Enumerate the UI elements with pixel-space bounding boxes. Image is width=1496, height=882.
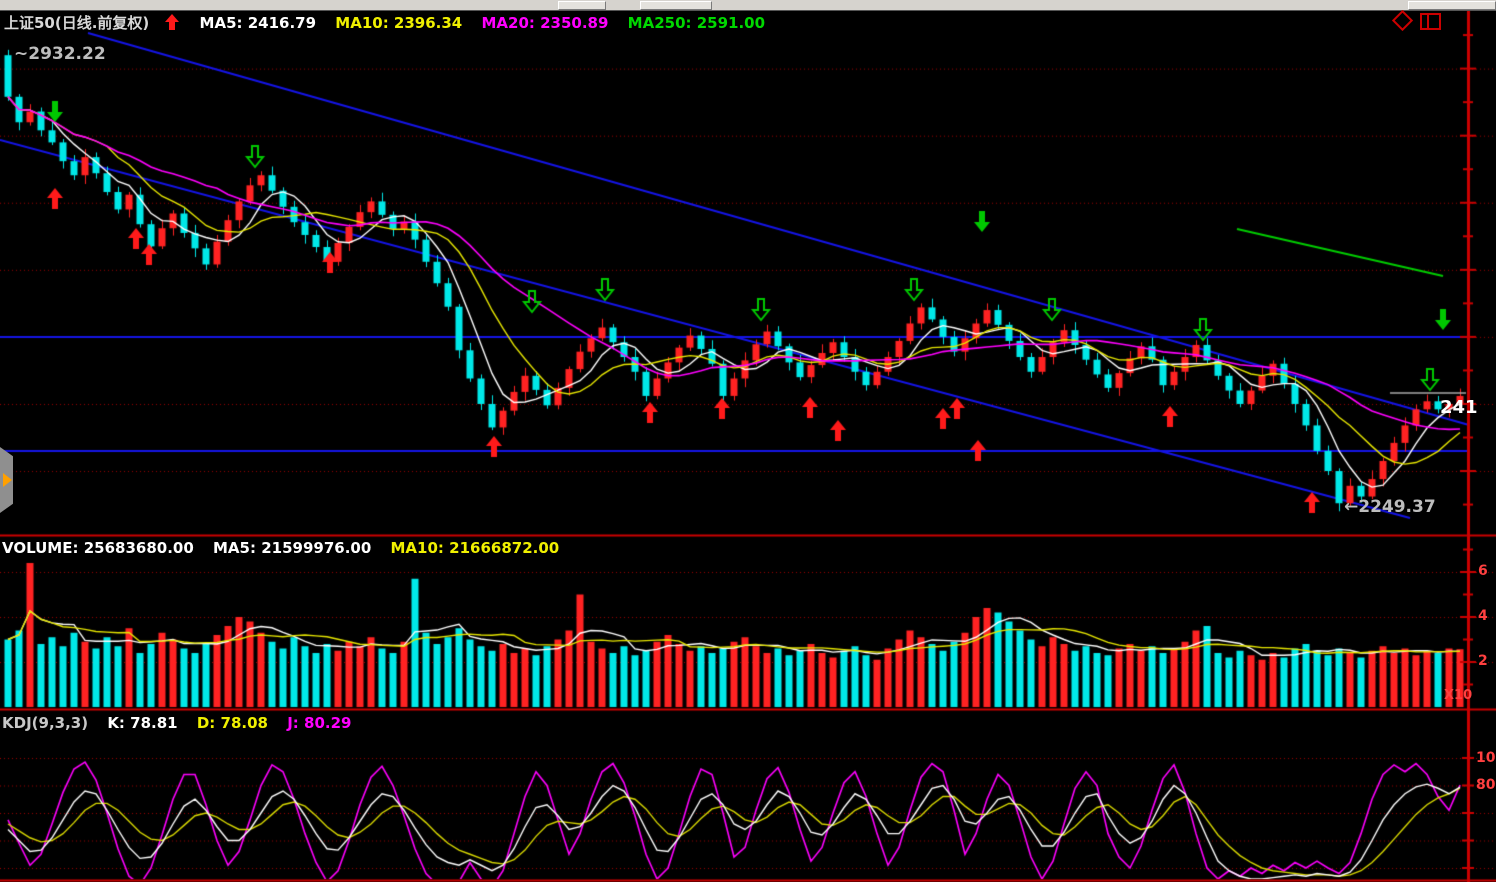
low-price-label: ←2249.37 (1344, 497, 1436, 517)
toolbar-button-stub[interactable] (558, 1, 606, 10)
volume-unit-label: X10 (1444, 688, 1473, 703)
main-chart-header: 上证50(日线.前复权) MA5: 2416.79 MA10: 2396.34 … (4, 12, 779, 33)
kdj-j-value: J: 80.29 (287, 714, 352, 732)
last-price-label: 241 (1440, 397, 1478, 418)
volume-ma10: MA10: 21666872.00 (390, 539, 560, 557)
volume-tick-4: 4 (1478, 608, 1488, 624)
kdj-label: KDJ(9,3,3) (2, 714, 89, 732)
volume-header: VOLUME: 25683680.00 MA5: 21599976.00 MA1… (2, 539, 573, 557)
expand-arrow-icon (3, 473, 12, 487)
chart-title: 上证50(日线.前复权) (4, 14, 150, 32)
volume-ma5: MA5: 21599976.00 (213, 539, 372, 557)
toolbar-button-stub[interactable] (640, 1, 712, 10)
kdj-tick-80: 80 (1476, 777, 1496, 793)
kdj-header: KDJ(9,3,3) K: 78.81 D: 78.08 J: 80.29 (2, 714, 365, 732)
volume-tick-6: 6 (1478, 563, 1488, 579)
kdj-k-value: K: 78.81 (107, 714, 178, 732)
volume-value: VOLUME: 25683680.00 (2, 539, 194, 557)
diamond-icon[interactable] (1391, 9, 1414, 32)
kdj-tick-100: 100 (1476, 750, 1496, 766)
kdj-d-value: D: 78.08 (196, 714, 268, 732)
up-arrow-icon (165, 14, 180, 30)
ma250-legend: MA250: 2591.00 (627, 14, 766, 32)
window-top-strip (0, 0, 1496, 11)
ma5-legend: MA5: 2416.79 (199, 14, 317, 32)
toolbar-button-stub[interactable] (1408, 1, 1496, 10)
ma20-legend: MA20: 2350.89 (481, 14, 609, 32)
high-price-label: ~2932.22 (14, 44, 106, 64)
left-panel-expander[interactable] (0, 447, 13, 513)
ma10-legend: MA10: 2396.34 (335, 14, 463, 32)
volume-tick-2: 2 (1478, 653, 1488, 669)
split-window-icon[interactable] (1420, 13, 1441, 30)
